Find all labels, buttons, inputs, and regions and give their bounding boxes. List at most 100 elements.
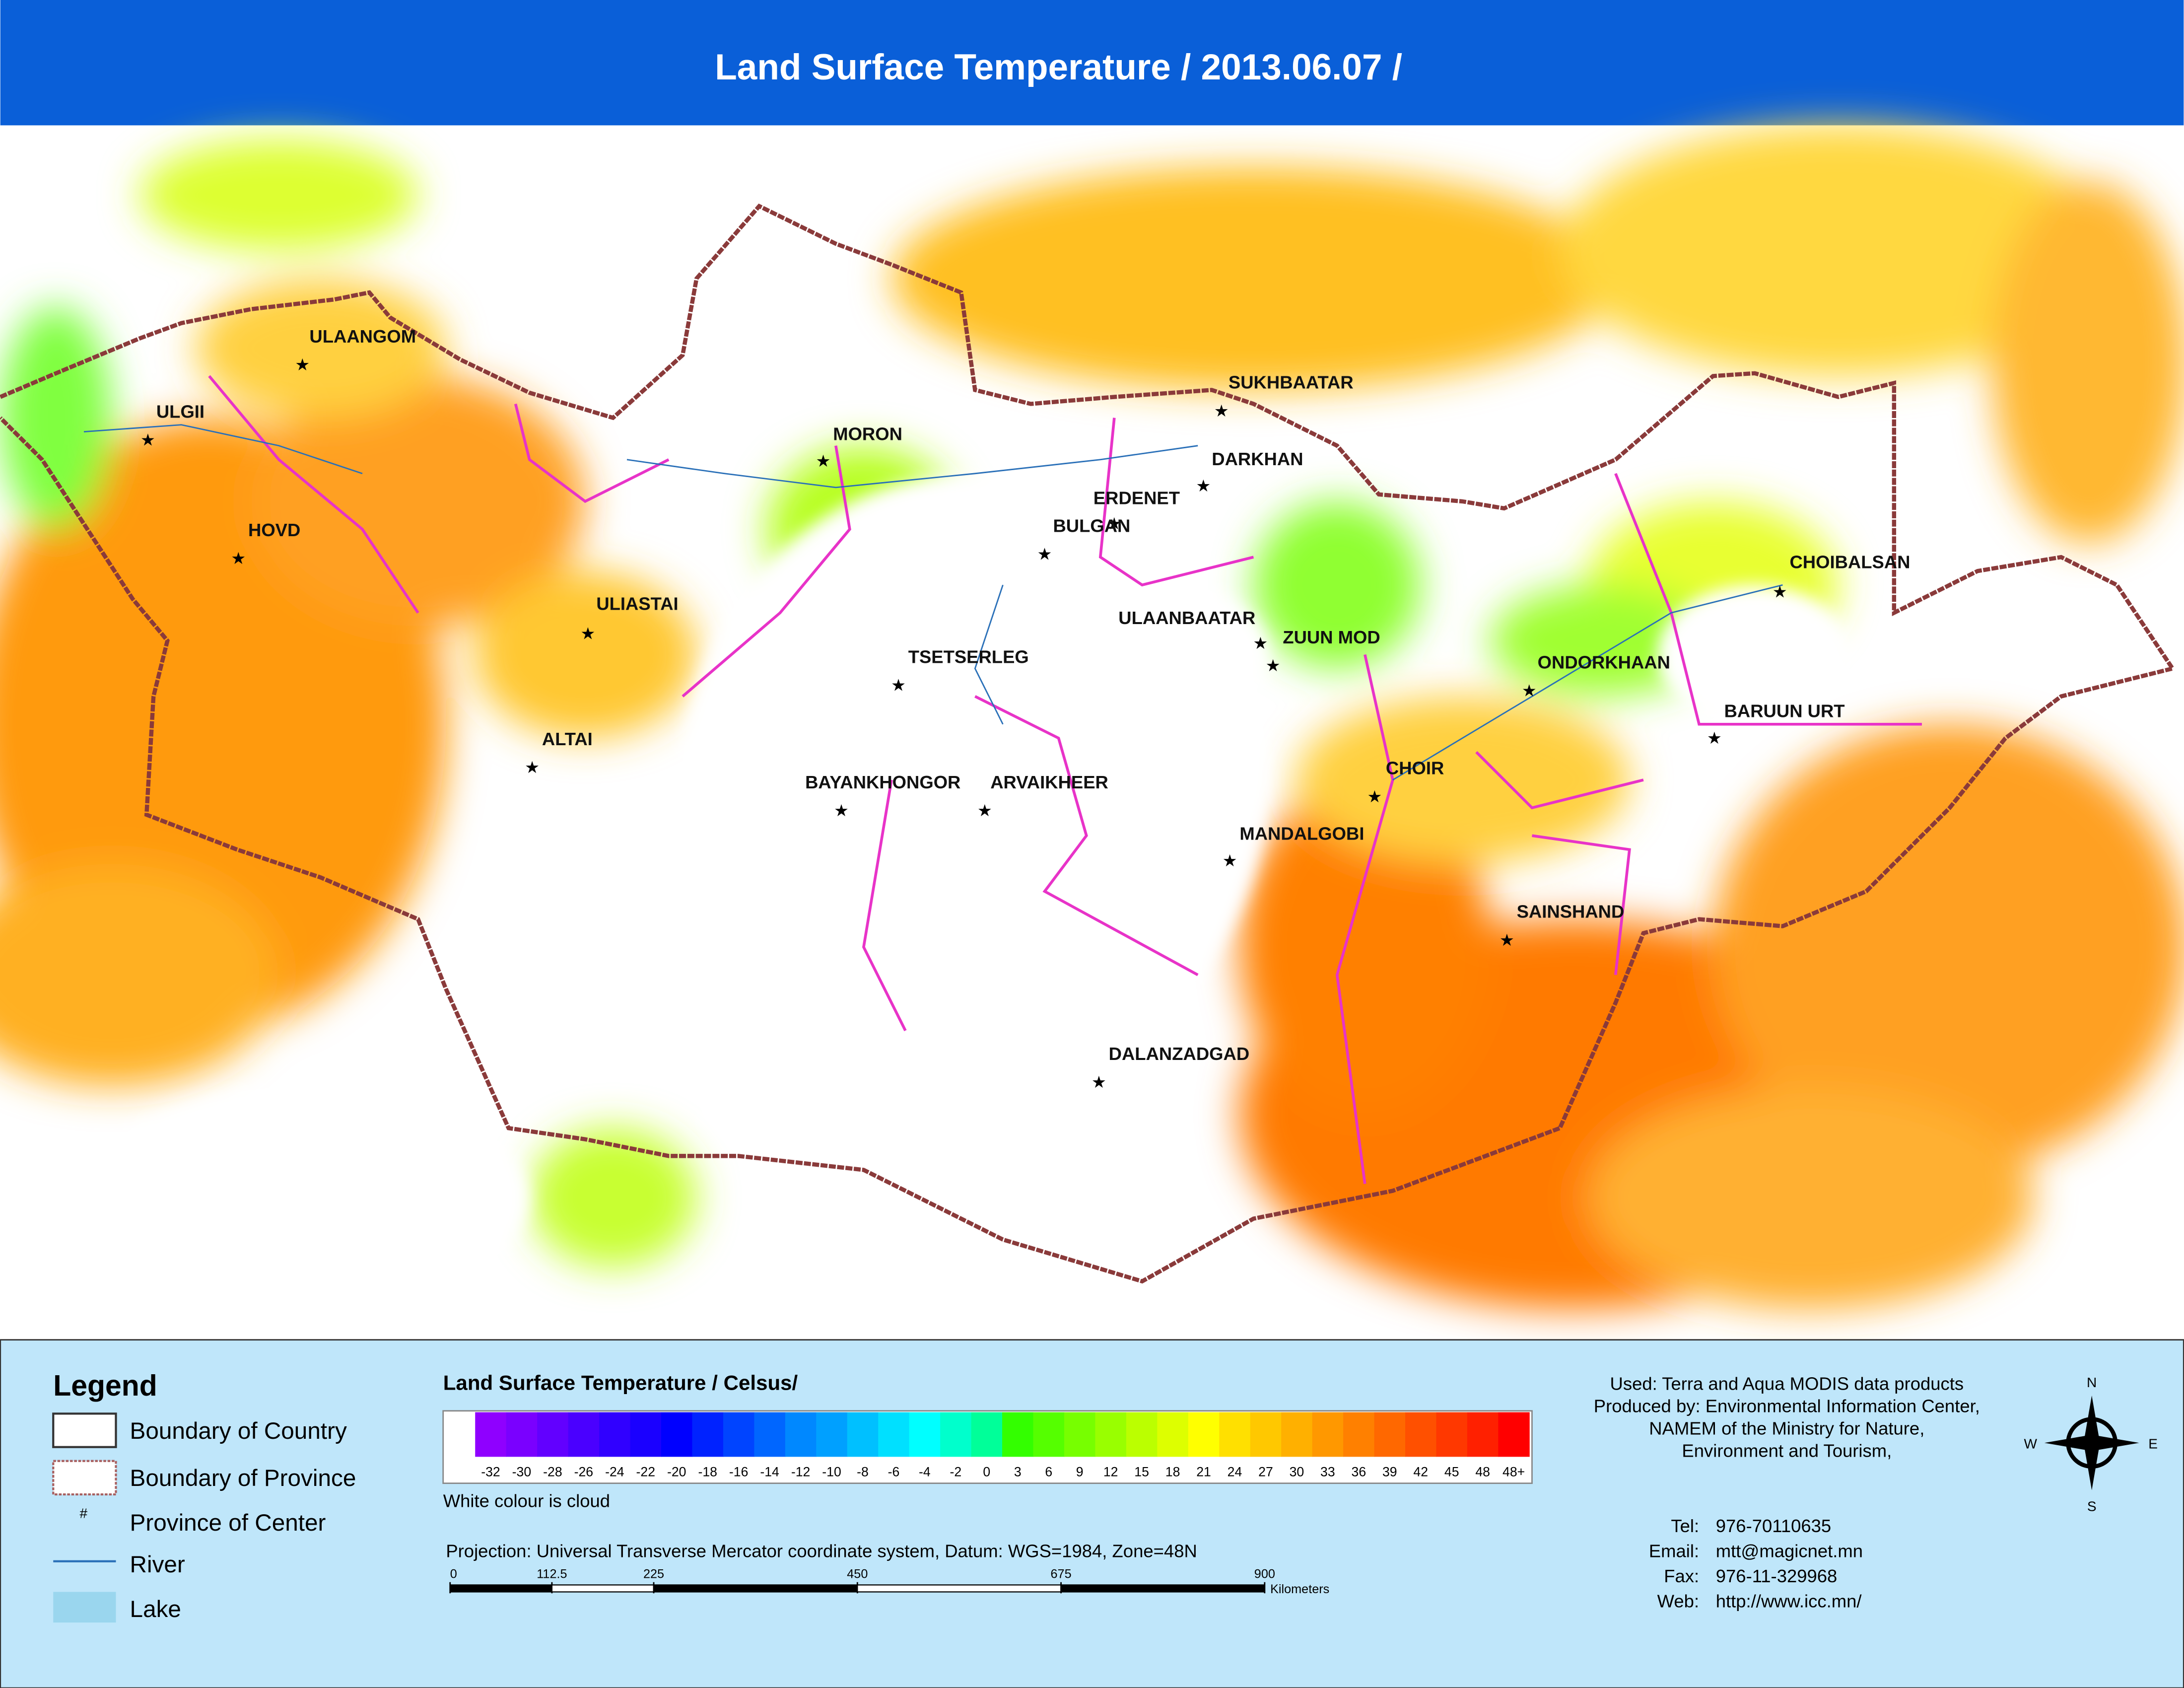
color-tick-label: 0 bbox=[983, 1465, 990, 1479]
city-star: ★ bbox=[1037, 546, 1052, 564]
city-label: SAINSHAND bbox=[1517, 902, 1625, 922]
color-scale: -32 -30 -28 -26 -24 -22 -20 -18 -16 -14 -12 -10 -8 -6… bbox=[446, 1412, 1530, 1479]
credit-line: Environment and Tourism, bbox=[1682, 1440, 1892, 1461]
contact-value: mtt@magicnet.mn bbox=[1716, 1541, 1863, 1561]
contact-value: http://www.icc.mn/ bbox=[1716, 1591, 1862, 1611]
city-label: ULAANBAATAR bbox=[1118, 608, 1255, 628]
color-tick-label: -28 bbox=[543, 1465, 562, 1479]
city-label: CHOIBALSAN bbox=[1789, 552, 1910, 572]
color-tick-label: -6 bbox=[888, 1465, 900, 1479]
city-star: ★ bbox=[1773, 583, 1787, 601]
legend-country-swatch bbox=[52, 1412, 117, 1448]
color-swatch bbox=[692, 1412, 724, 1457]
color-swatch bbox=[1498, 1412, 1530, 1457]
color-swatch bbox=[475, 1412, 507, 1457]
color-tick-label: 27 bbox=[1258, 1465, 1273, 1479]
scale-segment bbox=[1060, 1584, 1265, 1593]
color-swatch bbox=[1064, 1412, 1096, 1457]
color-swatch bbox=[1188, 1412, 1220, 1457]
color-swatch bbox=[1374, 1412, 1406, 1457]
city-star: ★ bbox=[580, 625, 595, 643]
city-star: ★ bbox=[525, 759, 540, 777]
compass-star bbox=[2044, 1395, 2139, 1490]
color-tick-label: 24 bbox=[1228, 1465, 1242, 1479]
city-label: ZUUN MOD bbox=[1283, 627, 1380, 647]
color-swatch bbox=[1002, 1412, 1034, 1457]
city-label: ALTAI bbox=[542, 729, 593, 749]
color-tick-label: 6 bbox=[1045, 1465, 1052, 1479]
credits: Used: Terra and Aqua MODIS data products… bbox=[1594, 1374, 1980, 1461]
city-label: DALANZADGAD bbox=[1109, 1044, 1250, 1064]
scale-tick-label: 900 bbox=[1254, 1567, 1275, 1581]
city-label: MANDALGOBI bbox=[1239, 824, 1364, 844]
color-tick-label: 33 bbox=[1320, 1465, 1335, 1479]
province-boundaries bbox=[208, 375, 1922, 1184]
legend-province-swatch bbox=[52, 1460, 117, 1496]
city-label: ARVAIKHEER bbox=[990, 772, 1108, 792]
color-tick-label: -18 bbox=[698, 1465, 717, 1479]
contact-label: Email: bbox=[1649, 1541, 1699, 1561]
color-tick-label: -32 bbox=[481, 1465, 500, 1479]
city-star: ★ bbox=[1107, 515, 1122, 533]
color-tick-label: -4 bbox=[919, 1465, 931, 1479]
color-tick-label: 18 bbox=[1165, 1465, 1180, 1479]
color-swatch bbox=[1095, 1412, 1127, 1457]
city-star: ★ bbox=[1707, 729, 1722, 748]
contact-value: 976-70110635 bbox=[1716, 1516, 1831, 1536]
color-tick-label: -10 bbox=[822, 1465, 841, 1479]
color-swatch bbox=[754, 1412, 786, 1457]
color-swatch bbox=[630, 1412, 662, 1457]
city-star: ★ bbox=[977, 802, 992, 820]
city-label: TSETSERLEG bbox=[908, 646, 1029, 667]
color-swatch bbox=[1157, 1412, 1189, 1457]
legend-item: Province of Center bbox=[130, 1510, 326, 1536]
city-star: ★ bbox=[1196, 477, 1211, 495]
color-tick-label: 9 bbox=[1076, 1465, 1084, 1479]
color-tick-label: 48 bbox=[1475, 1465, 1490, 1479]
city-label: BULGAN bbox=[1053, 516, 1130, 536]
color-swatch bbox=[1219, 1412, 1251, 1457]
city-label: BAYANKHONGOR bbox=[805, 772, 960, 792]
legend-item: Boundary of Province bbox=[130, 1465, 356, 1491]
color-swatch bbox=[1343, 1412, 1375, 1457]
city-label: HOVD bbox=[248, 520, 300, 540]
legend-panel bbox=[0, 1339, 2184, 1688]
cloud-swatch bbox=[446, 1412, 476, 1457]
color-scale-note: White colour is cloud bbox=[443, 1490, 610, 1511]
color-tick-label: 30 bbox=[1290, 1465, 1304, 1479]
scale-segment bbox=[857, 1584, 1062, 1593]
color-swatch bbox=[599, 1412, 631, 1457]
rivers bbox=[83, 424, 1783, 781]
color-swatch bbox=[723, 1412, 755, 1457]
city-star: ★ bbox=[140, 431, 155, 450]
color-swatch bbox=[1312, 1412, 1344, 1457]
city-label: BARUUN URT bbox=[1724, 701, 1845, 721]
legend-item: Boundary of Country bbox=[130, 1418, 347, 1444]
legend-item: River bbox=[130, 1551, 185, 1578]
color-tick-label: 39 bbox=[1382, 1465, 1397, 1479]
color-swatch bbox=[506, 1412, 538, 1457]
cities: ★ULAANGOM★ULGII★HOVD★MORON★SUKHBAATAR★DA… bbox=[140, 326, 1911, 1092]
city-label: ERDENET bbox=[1093, 488, 1180, 508]
city-star: ★ bbox=[816, 452, 830, 471]
color-tick-label: 36 bbox=[1352, 1465, 1366, 1479]
scale-segment bbox=[653, 1584, 858, 1593]
city-label: MORON bbox=[833, 423, 902, 444]
city-star: ★ bbox=[1500, 931, 1514, 950]
city-label: ULIASTAI bbox=[596, 594, 678, 614]
color-tick-label: -30 bbox=[512, 1465, 532, 1479]
city-label: ULAANGOM bbox=[309, 326, 416, 347]
color-tick-label: 15 bbox=[1134, 1465, 1149, 1479]
city-label: DARKHAN bbox=[1212, 449, 1303, 469]
color-tick-label: 45 bbox=[1444, 1465, 1459, 1479]
color-swatch bbox=[1250, 1412, 1282, 1457]
temperature-raster bbox=[0, 125, 2184, 1309]
scale-tick-label: 0 bbox=[450, 1567, 457, 1581]
city-star: ★ bbox=[1522, 682, 1537, 701]
city-star: ★ bbox=[1367, 788, 1382, 806]
color-swatch bbox=[1467, 1412, 1499, 1457]
city-star: ★ bbox=[1253, 634, 1268, 653]
color-swatch bbox=[1126, 1412, 1158, 1457]
